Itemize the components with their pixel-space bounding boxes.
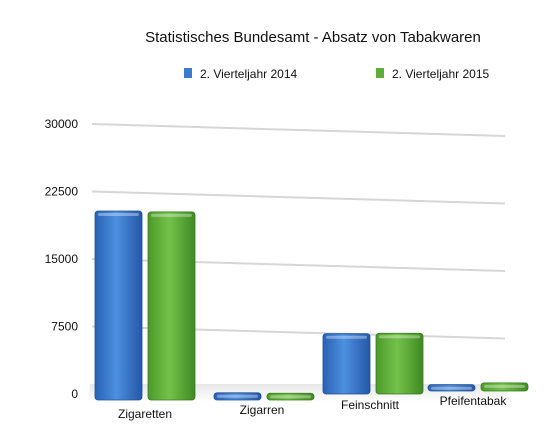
bar-highlight [379, 335, 420, 339]
legend-swatch-series-2 [376, 68, 384, 78]
legend: 2. Vierteljahr 2014 2. Vierteljahr 2015 [184, 67, 490, 81]
bar-highlight [431, 386, 472, 390]
y-tick-label: 15000 [45, 252, 79, 266]
bar-zigaretten-series-2 [147, 211, 196, 401]
y-tick-label: 7500 [51, 320, 78, 334]
bar-highlight [98, 213, 139, 216]
bar-highlight [270, 395, 311, 399]
legend-swatch-series-1 [184, 68, 192, 78]
bar-highlight [151, 213, 192, 217]
bar-zigaretten-series-1 [94, 210, 143, 401]
y-tick-label: 30000 [45, 117, 79, 131]
y-tick-label: 22500 [45, 185, 79, 199]
bar-zigarren-series-1 [213, 392, 262, 401]
category-label: Feinschnitt [341, 398, 400, 412]
category-label: Zigarren [240, 403, 285, 417]
bar-feinschnitt-series-1 [322, 333, 371, 395]
legend-label-series-1: 2. Vierteljahr 2014 [200, 67, 298, 81]
bar-highlight [326, 335, 367, 339]
bar-highlight [217, 394, 258, 398]
grid-line [91, 123, 506, 137]
bar-highlight [484, 384, 525, 388]
category-label: Pfeifentabak [440, 394, 508, 408]
bar-pfeifentabak-series-1 [427, 384, 476, 392]
y-tick-label: 0 [71, 387, 78, 401]
grid-line [91, 190, 506, 205]
y-axis-ticks: 0 7500 15000 22500 30000 [45, 117, 79, 401]
legend-label-series-2: 2. Vierteljahr 2015 [392, 67, 490, 81]
bar-pfeifentabak-series-2 [480, 382, 529, 392]
chart-title: Statistisches Bundesamt - Absatz von Tab… [145, 29, 481, 46]
bars [94, 210, 529, 401]
category-labels: Zigaretten Zigarren Feinschnitt Pfeifentaba… [118, 394, 507, 421]
category-label: Zigaretten [118, 407, 172, 421]
bar-zigarren-series-2 [266, 392, 315, 401]
bar-feinschnitt-series-2 [375, 332, 424, 395]
